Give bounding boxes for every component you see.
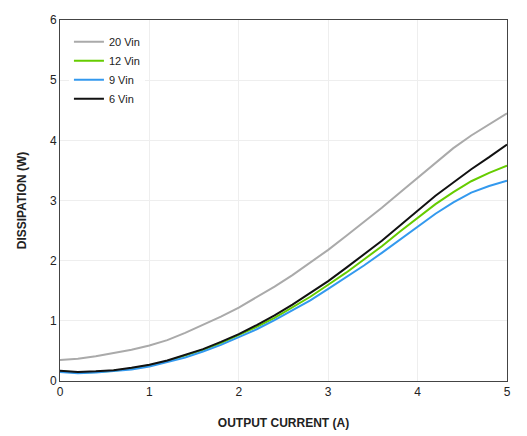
- svg-text:OUTPUT CURRENT (A): OUTPUT CURRENT (A): [218, 416, 349, 430]
- svg-text:0: 0: [50, 374, 57, 388]
- svg-text:4: 4: [50, 134, 57, 148]
- svg-text:9 Vin: 9 Vin: [109, 74, 134, 86]
- svg-text:6 Vin: 6 Vin: [109, 93, 134, 105]
- svg-text:2: 2: [50, 254, 57, 268]
- svg-text:1: 1: [146, 385, 153, 399]
- svg-text:2: 2: [235, 385, 242, 399]
- svg-text:DISSIPATION (W): DISSIPATION (W): [15, 152, 29, 250]
- svg-text:4: 4: [414, 385, 421, 399]
- svg-text:6: 6: [50, 13, 57, 27]
- svg-text:1: 1: [50, 314, 57, 328]
- svg-text:3: 3: [325, 385, 332, 399]
- svg-text:20 Vin: 20 Vin: [109, 36, 140, 48]
- svg-text:5: 5: [50, 73, 57, 87]
- svg-text:3: 3: [50, 194, 57, 208]
- svg-text:12 Vin: 12 Vin: [109, 55, 140, 67]
- svg-text:5: 5: [504, 385, 511, 399]
- svg-text:0: 0: [57, 385, 64, 399]
